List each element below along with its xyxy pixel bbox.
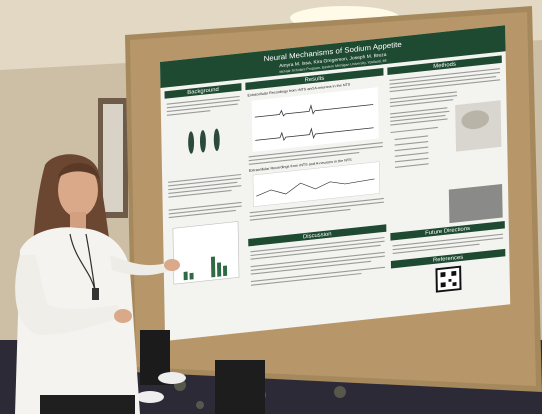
poster: Neural Mechanisms of Sodium Appetite Amy…	[160, 25, 511, 342]
text-lines	[249, 197, 384, 221]
trace-figure	[252, 161, 380, 207]
qr-pattern	[440, 270, 457, 288]
section-header-bar	[390, 248, 506, 269]
text-lines	[248, 142, 383, 165]
poster-header	[160, 25, 506, 89]
section-header: References	[433, 255, 463, 264]
sneaker	[158, 372, 186, 384]
text-lines	[389, 68, 501, 168]
section-header-bar	[245, 68, 384, 91]
rat-head	[461, 110, 490, 130]
person-legs	[215, 360, 265, 414]
section-header: Future Directions	[425, 226, 470, 237]
section-header-bar	[164, 83, 242, 99]
section-header-bar	[248, 224, 387, 247]
section-header-bar	[390, 220, 505, 241]
wall-picture	[103, 104, 123, 212]
trace-lines	[254, 104, 374, 142]
section-header: Results	[305, 76, 325, 84]
section-header-bar	[387, 55, 502, 76]
section-header: Discussion	[303, 231, 332, 240]
sneaker	[136, 391, 164, 403]
trace-lines	[256, 178, 375, 197]
lab-photo	[448, 183, 503, 224]
figure-bars	[183, 256, 228, 281]
text-lines	[250, 236, 386, 286]
presenter	[15, 154, 180, 414]
neuron-diagram	[188, 128, 220, 154]
text-lines	[392, 233, 504, 254]
bar-figure	[172, 221, 240, 285]
section-header: Methods	[433, 62, 456, 70]
trace-figure	[251, 87, 379, 152]
section-header: Background	[187, 87, 219, 96]
text-lines	[166, 95, 242, 219]
